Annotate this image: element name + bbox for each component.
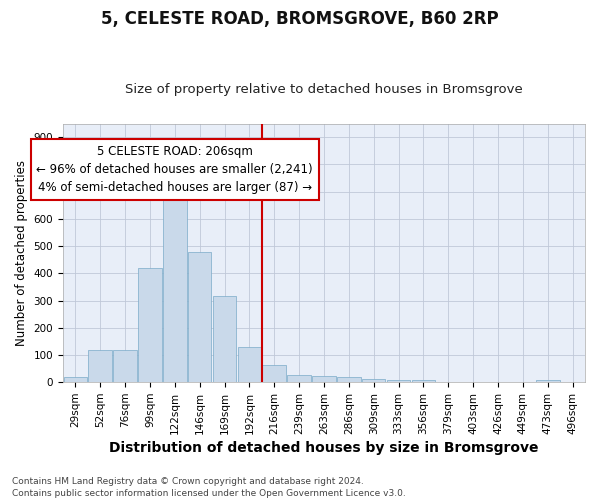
Bar [387,380,410,382]
Bar [362,379,385,382]
Bar [163,184,187,382]
Bar [287,376,311,382]
Bar [536,380,560,382]
Bar [262,364,286,382]
Bar [138,268,162,382]
Bar [238,347,261,382]
Bar [64,377,87,382]
Bar [212,296,236,382]
X-axis label: Distribution of detached houses by size in Bromsgrove: Distribution of detached houses by size … [109,441,539,455]
Bar [113,350,137,382]
Text: Contains HM Land Registry data © Crown copyright and database right 2024.
Contai: Contains HM Land Registry data © Crown c… [12,476,406,498]
Text: 5, CELESTE ROAD, BROMSGROVE, B60 2RP: 5, CELESTE ROAD, BROMSGROVE, B60 2RP [101,10,499,28]
Title: Size of property relative to detached houses in Bromsgrove: Size of property relative to detached ho… [125,83,523,96]
Bar [337,377,361,382]
Text: 5 CELESTE ROAD: 206sqm
← 96% of detached houses are smaller (2,241)
4% of semi-d: 5 CELESTE ROAD: 206sqm ← 96% of detached… [37,146,313,194]
Bar [412,380,435,382]
Bar [88,350,112,382]
Bar [188,252,211,382]
Y-axis label: Number of detached properties: Number of detached properties [15,160,28,346]
Bar [312,376,336,382]
